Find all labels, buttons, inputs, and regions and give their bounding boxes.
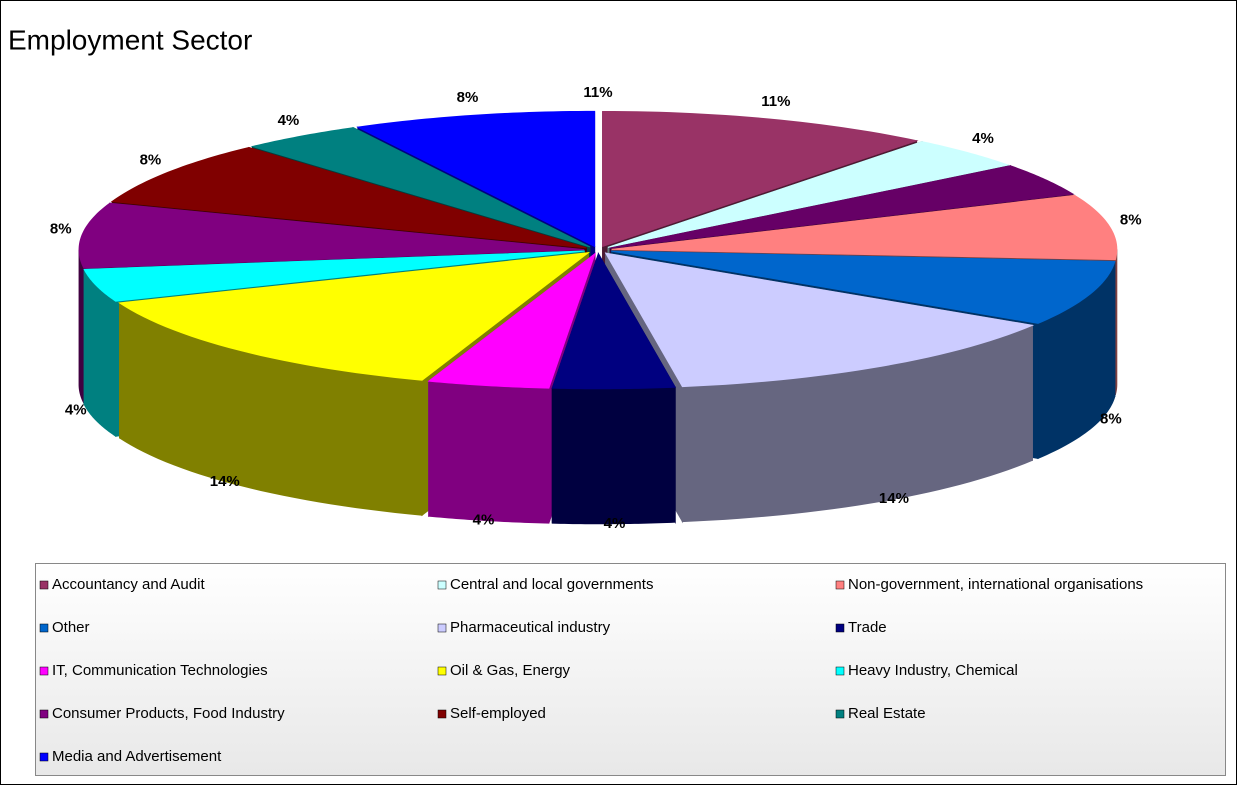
data-label: 4% [473, 512, 495, 529]
slice [110, 146, 587, 249]
legend-label: Accountancy and Audit [52, 576, 205, 593]
data-label: 14% [210, 473, 240, 490]
data-label: 4% [972, 130, 994, 147]
legend-swatch [835, 709, 845, 719]
chart-title: Employment Sector [8, 24, 252, 55]
data-label: 4% [65, 402, 87, 419]
legend-label: Trade [848, 619, 887, 636]
legend-label: Central and local governments [450, 576, 653, 593]
slice [427, 252, 597, 389]
legend-label: Media and Advertisement [52, 748, 222, 765]
legend-label: IT, Communication Technologies [52, 662, 268, 679]
data-label: 4% [278, 112, 300, 129]
legend-label: Heavy Industry, Chemical [848, 662, 1018, 679]
legend-swatch [39, 709, 49, 719]
annotation: 11% [583, 84, 612, 101]
legend-swatch [835, 666, 845, 676]
legend-swatch [39, 623, 49, 633]
slice [78, 202, 585, 269]
legend-swatch [437, 666, 447, 676]
slice-wall [1114, 249, 1118, 395]
legend-swatch [39, 580, 49, 590]
slice [250, 127, 591, 248]
data-label: 8% [457, 89, 479, 106]
slice [611, 194, 1118, 261]
slice [118, 252, 591, 381]
legend-swatch [835, 623, 845, 633]
legend-label: Oil & Gas, Energy [450, 662, 571, 679]
slice-wall [78, 249, 85, 404]
data-label: 8% [140, 151, 162, 168]
data-label: 14% [879, 490, 909, 507]
legend-label: Other [52, 619, 90, 636]
legend-label: Pharmaceutical industry [450, 619, 611, 636]
legend-label: Real Estate [848, 705, 926, 722]
slice [356, 110, 596, 248]
slice-wall [551, 386, 676, 525]
slice-wall [428, 380, 550, 524]
legend-swatch [39, 666, 49, 676]
slice [551, 252, 676, 390]
legend-label: Consumer Products, Food Industry [52, 705, 285, 722]
slice [604, 252, 1035, 388]
slice [602, 110, 919, 248]
slice [609, 165, 1075, 249]
data-label: 8% [1120, 211, 1142, 228]
legend-swatch [39, 752, 49, 762]
slice [607, 141, 1011, 248]
legend-swatch [835, 580, 845, 590]
legend-swatch [437, 580, 447, 590]
data-label: 8% [50, 221, 72, 238]
slice [611, 250, 1116, 324]
legend-box [35, 563, 1226, 776]
data-label: 4% [604, 515, 626, 532]
legend-label: Self-employed [450, 705, 546, 722]
data-label: 8% [1100, 410, 1122, 427]
legend-swatch [437, 709, 447, 719]
legend-swatch [437, 623, 447, 633]
legend-label: Non-government, international organisati… [848, 576, 1143, 593]
data-label: 11% [761, 93, 790, 110]
slice [83, 250, 585, 302]
